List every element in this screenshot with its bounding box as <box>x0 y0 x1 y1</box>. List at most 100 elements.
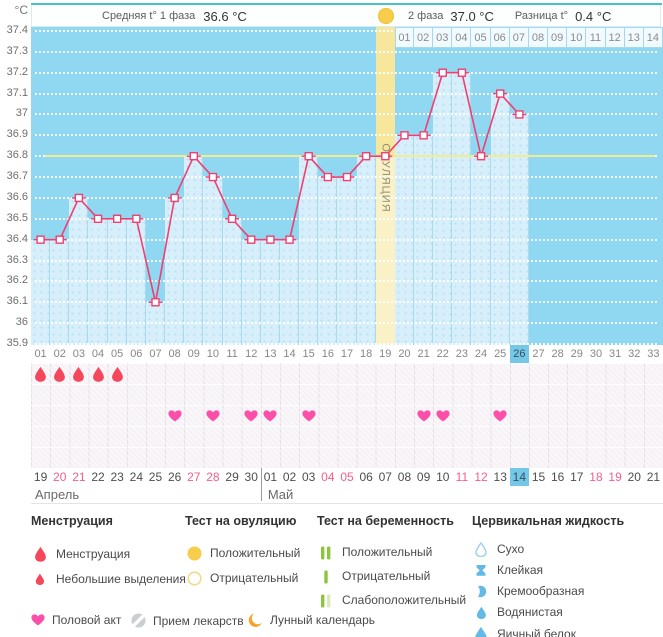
cycle-day-cell[interactable]: 21 <box>417 348 430 360</box>
date-cell[interactable]: 07 <box>378 470 392 484</box>
date-cell[interactable]: 02 <box>282 470 297 484</box>
date-cell[interactable]: 01 <box>263 470 278 484</box>
date-cell[interactable]: 09 <box>416 470 431 484</box>
temperature-series <box>33 68 527 307</box>
cycle-day-cell[interactable]: 32 <box>628 348 641 360</box>
cycle-day-cell[interactable]: 25 <box>494 348 507 360</box>
date-cell[interactable]: 10 <box>436 470 450 484</box>
cycle-day-cell[interactable]: 09 <box>187 348 200 360</box>
temp-point <box>112 214 122 224</box>
date-cell[interactable]: 17 <box>570 470 584 484</box>
y-tick-label: 36 <box>15 316 28 329</box>
intercourse-heart-icon <box>493 410 507 422</box>
date-cell[interactable]: 30 <box>244 470 258 484</box>
cycle-day-cell[interactable]: 04 <box>91 348 105 360</box>
date-cell[interactable]: 08 <box>397 470 412 484</box>
cycle-day-cell[interactable]: 24 <box>474 348 488 360</box>
legend-item-label: Менструация <box>56 546 131 561</box>
cycle-day-cell[interactable]: 08 <box>168 348 181 360</box>
legend-section-title: Тест на овуляцию <box>185 514 297 528</box>
stats-header: Средняя t° 1 фаза 36.6 °C 2 фаза 37.0 °C… <box>31 5 661 27</box>
date-cell[interactable]: 20 <box>627 470 641 484</box>
cycle-day-cell[interactable]: 20 <box>398 348 411 360</box>
date-cell[interactable]: 11 <box>455 470 469 484</box>
date-cell[interactable]: 27 <box>187 470 201 484</box>
medication-icon <box>131 613 146 628</box>
phase2-stats: 2 фаза 37.0 °C Разница t° 0.4 °C <box>394 5 611 27</box>
cycle-day-cell[interactable]: 11 <box>226 348 238 360</box>
intercourse-heart-icon <box>168 410 182 422</box>
cycle-day-cell[interactable]: 27 <box>532 348 545 360</box>
temp-bar <box>260 239 280 345</box>
cycle-day-cell[interactable]: 06 <box>130 348 143 360</box>
date-cell[interactable]: 22 <box>91 470 105 484</box>
ovulation-negative-icon <box>185 571 203 586</box>
legend-section-title: Менструация <box>31 514 113 528</box>
temp-point <box>457 68 467 77</box>
date-cell[interactable]: 12 <box>474 470 488 484</box>
legend-item: Отрицательный <box>317 569 466 584</box>
date-cell-today[interactable]: 14 <box>509 468 529 486</box>
legend-section: Цервикальная жидкость Сухо Клейкая Кремообр… <box>472 514 624 637</box>
temp-point <box>304 151 313 161</box>
cycle-day-cell[interactable]: 10 <box>206 348 220 360</box>
temp-point <box>361 151 371 161</box>
date-cell[interactable]: 21 <box>72 470 86 484</box>
cycle-day-cell[interactable]: 02 <box>53 348 66 360</box>
date-cell[interactable]: 18 <box>589 470 603 484</box>
cycle-day-cell[interactable]: 12 <box>245 348 258 360</box>
date-cell[interactable]: 13 <box>493 470 507 484</box>
date-cell[interactable]: 20 <box>53 470 67 484</box>
date-cell[interactable]: 28 <box>206 470 220 484</box>
legend-item: Водянистая <box>472 605 624 620</box>
date-cell[interactable]: 29 <box>225 470 239 484</box>
date-cell[interactable]: 21 <box>646 470 661 484</box>
cycle-day-cell-today[interactable]: 26 <box>509 345 529 363</box>
cycle-day-cell[interactable]: 28 <box>551 348 564 360</box>
intercourse-heart-icon <box>263 410 277 422</box>
cycle-day-cell[interactable]: 19 <box>379 348 392 360</box>
cycle-day-cell[interactable]: 05 <box>111 348 124 360</box>
tracker-grid[interactable] <box>31 363 663 468</box>
cycle-day-cell[interactable]: 22 <box>436 348 449 360</box>
date-cell[interactable]: 03 <box>302 470 316 484</box>
legend-footer-label: Прием лекарств <box>153 613 244 628</box>
date-cell[interactable]: 25 <box>148 470 163 484</box>
date-cell[interactable]: 16 <box>550 470 565 484</box>
temp-point <box>515 110 524 119</box>
cycle-day-cell[interactable]: 16 <box>321 348 334 360</box>
cycle-day-cell[interactable]: 18 <box>360 348 373 360</box>
date-cell[interactable]: 24 <box>129 470 143 484</box>
cycle-day-cell[interactable]: 23 <box>455 348 469 360</box>
date-cell[interactable]: 19 <box>33 470 48 484</box>
cycle-day-cell[interactable]: 03 <box>72 348 85 360</box>
cycle-day-cell[interactable]: 07 <box>149 348 162 360</box>
date-cell[interactable]: 26 <box>167 470 182 484</box>
month-label-may: Май <box>267 487 294 502</box>
date-cell[interactable]: 04 <box>321 470 335 484</box>
grid-line <box>35 134 657 137</box>
cycle-day-cell[interactable]: 15 <box>302 348 315 360</box>
cycle-day-cell[interactable]: 17 <box>340 348 354 360</box>
grid-line <box>35 280 657 283</box>
y-tick-label: 35.9 <box>6 337 28 349</box>
grid-line <box>35 113 657 116</box>
date-cell[interactable]: 06 <box>359 470 373 484</box>
legend-footer-item: Лунный календарь <box>248 613 375 627</box>
date-cell[interactable]: 19 <box>608 470 622 484</box>
cycle-day-cell[interactable]: 29 <box>570 348 583 360</box>
date-cell[interactable]: 23 <box>110 470 124 484</box>
date-cell[interactable]: 15 <box>531 470 546 484</box>
cycle-day-cell[interactable]: 14 <box>283 348 296 360</box>
cycle-day-cell[interactable]: 30 <box>589 348 603 360</box>
date-cell[interactable]: 05 <box>340 470 354 484</box>
y-tick-label: 36.4 <box>6 232 28 245</box>
cycle-day-cell[interactable]: 31 <box>608 348 622 360</box>
cycle-day-cell[interactable]: 33 <box>647 348 660 360</box>
cycle-day-cell[interactable]: 01 <box>34 348 47 360</box>
temp-point <box>93 214 103 224</box>
phase2-day-cell: 06 <box>489 27 510 48</box>
watery-icon <box>472 606 490 620</box>
intercourse-heart-icon <box>416 410 431 422</box>
cycle-day-cell[interactable]: 13 <box>264 348 277 360</box>
